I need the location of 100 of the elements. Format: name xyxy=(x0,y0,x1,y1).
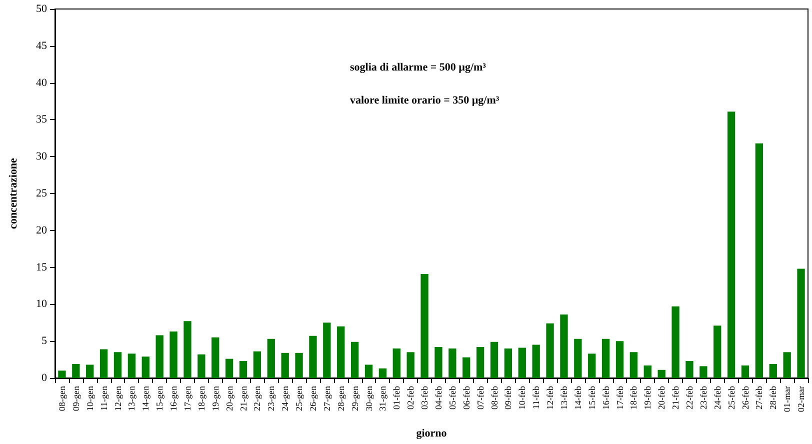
bar xyxy=(490,342,498,378)
x-tick-label: 28-feb xyxy=(768,386,778,410)
x-tick-label: 23-gen xyxy=(266,386,276,411)
bar xyxy=(184,321,192,378)
bar xyxy=(797,268,805,378)
y-tick-label: 15 xyxy=(36,261,48,274)
bar xyxy=(532,344,540,378)
y-tick-label: 50 xyxy=(36,3,48,15)
bar xyxy=(86,364,94,378)
x-tick-label: 30-gen xyxy=(364,386,374,411)
x-tick-label: 26-gen xyxy=(308,386,318,411)
bar xyxy=(100,349,108,378)
x-tick-label: 19-feb xyxy=(642,386,653,410)
x-tick-label: 17-feb xyxy=(614,386,625,410)
bar xyxy=(198,354,206,378)
x-tick-label: 27-gen xyxy=(322,386,332,411)
bar xyxy=(350,342,359,378)
y-tick-label: 10 xyxy=(36,298,48,310)
bar xyxy=(602,338,610,378)
x-tick-label: 27-feb xyxy=(754,386,764,410)
bar xyxy=(644,365,652,378)
bar xyxy=(378,368,387,378)
y-tick-label: 40 xyxy=(36,76,48,89)
x-tick-label: 02-feb xyxy=(406,386,416,410)
x-tick-label: 09-feb xyxy=(503,386,514,410)
annotation: soglia di allarme = 500 µg/m³ xyxy=(350,62,487,74)
bar xyxy=(309,336,317,378)
y-tick-label: 5 xyxy=(42,335,48,348)
x-tick-label: 05-feb xyxy=(447,386,458,410)
x-tick-label: 22-gen xyxy=(252,386,262,411)
bar xyxy=(686,361,694,378)
bar xyxy=(616,341,624,378)
y-tick-label: 20 xyxy=(36,224,48,236)
x-tick-label: 06-feb xyxy=(461,386,472,410)
y-tick-label: 25 xyxy=(36,188,48,200)
y-tick-label: 35 xyxy=(36,114,48,126)
bar xyxy=(128,354,136,378)
x-tick-label: 15-gen xyxy=(154,386,165,411)
y-tick-label: 45 xyxy=(36,40,48,52)
x-tick-label: 14-feb xyxy=(572,386,583,410)
bar xyxy=(337,326,345,378)
bar xyxy=(364,364,373,378)
annotation: valore limite orario = 350 µg/m³ xyxy=(350,94,500,106)
y-axis-title: concentrazione xyxy=(8,158,20,229)
x-axis-title: giorno xyxy=(416,428,448,440)
bar xyxy=(114,352,122,378)
x-tick-label: 25-feb xyxy=(726,386,736,410)
bar xyxy=(769,364,777,378)
bar xyxy=(462,357,470,378)
bar xyxy=(630,352,638,378)
x-tick-label: 12-gen xyxy=(112,386,123,411)
bar xyxy=(434,347,442,378)
x-tick-label: 11-feb xyxy=(531,386,542,410)
bar xyxy=(700,366,708,378)
x-tick-label: 28-gen xyxy=(336,386,346,411)
bar xyxy=(72,364,80,378)
x-tick-label: 24-gen xyxy=(280,386,290,411)
bar xyxy=(476,347,484,378)
bar xyxy=(672,306,680,378)
x-tick-label: 14-gen xyxy=(140,386,151,411)
x-tick-label: 22-feb xyxy=(684,386,694,410)
x-tick-label: 08-gen xyxy=(56,386,67,411)
bar xyxy=(560,314,568,378)
x-tick-label: 12-feb xyxy=(545,386,556,410)
x-tick-label: 20-feb xyxy=(656,386,667,410)
x-tick-label: 24-feb xyxy=(712,386,722,410)
bar xyxy=(546,323,554,378)
x-tick-label: 25-gen xyxy=(294,386,304,411)
x-tick-label: 03-feb xyxy=(420,386,430,410)
bar xyxy=(714,326,722,378)
bar xyxy=(448,348,456,378)
x-tick-label: 20-gen xyxy=(224,386,234,411)
bar xyxy=(212,337,220,378)
x-tick-label: 13-gen xyxy=(126,386,137,411)
bar xyxy=(588,354,596,378)
x-tick-label: 10-gen xyxy=(84,386,95,411)
x-tick-label: 07-feb xyxy=(475,386,486,410)
bar xyxy=(406,352,414,378)
bar xyxy=(142,356,150,378)
bar xyxy=(755,143,764,378)
bar xyxy=(295,352,303,378)
x-tick-label: 17-gen xyxy=(182,386,192,411)
bar xyxy=(783,352,791,378)
bar xyxy=(518,348,526,378)
x-tick-label: 21-feb xyxy=(670,386,681,410)
bar xyxy=(225,358,234,378)
bar xyxy=(392,348,400,378)
x-tick-label: 26-feb xyxy=(740,386,750,410)
x-tick-label: 01-mar xyxy=(782,386,792,412)
bar xyxy=(504,348,512,378)
x-tick-label: 01-feb xyxy=(392,386,402,410)
bar xyxy=(156,335,164,378)
x-tick-label: 13-feb xyxy=(558,386,569,410)
x-tick-label: 15-feb xyxy=(586,386,597,410)
y-tick-label: 0 xyxy=(42,372,48,384)
x-tick-label: 18-gen xyxy=(196,386,206,411)
x-tick-label: 10-feb xyxy=(517,386,528,410)
bar xyxy=(58,370,66,378)
bar xyxy=(170,332,178,378)
x-tick-label: 18-feb xyxy=(628,386,639,410)
